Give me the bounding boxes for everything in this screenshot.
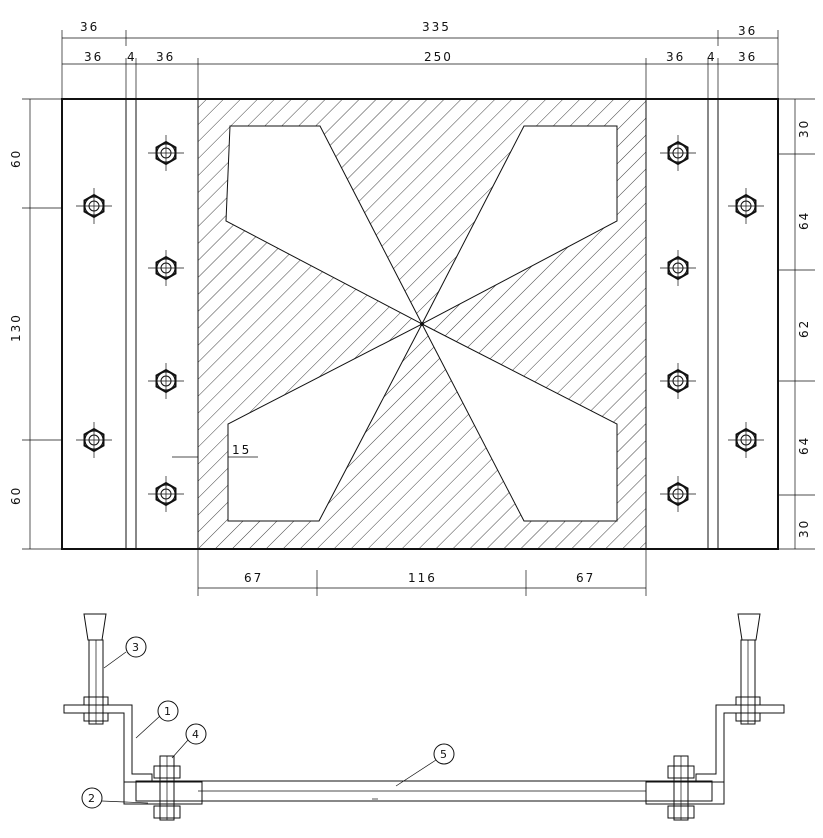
- bolt-icon: [148, 476, 184, 512]
- svg-text:3: 3: [132, 641, 139, 654]
- callout-5: 5: [395, 743, 455, 787]
- dim-bottom-67-right: 67: [576, 571, 595, 585]
- section-view: 1 2 3 4 5: [63, 613, 785, 821]
- bolt-icon: [660, 476, 696, 512]
- top-dimension-row-1: 36 335 36: [61, 20, 779, 99]
- bolt-icon: [76, 188, 112, 224]
- bolt-icon: [148, 363, 184, 399]
- dim-36-c: 36: [666, 50, 685, 64]
- dim-36-d: 36: [738, 50, 757, 64]
- dim-left-60-bottom: 60: [9, 486, 23, 505]
- left-dimensions: 60 130 60: [9, 98, 62, 550]
- dim-right-64-a: 64: [797, 211, 811, 230]
- top-dimension-row-2: 36 4 36 250 36 4 36: [62, 50, 778, 99]
- bolt-icon: [660, 135, 696, 171]
- dim-36-b: 36: [156, 50, 175, 64]
- dim-right-30-bottom: 30: [797, 519, 811, 538]
- dim-4-a: 4: [127, 50, 137, 64]
- dim-36-a: 36: [84, 50, 103, 64]
- dim-4-b: 4: [707, 50, 717, 64]
- dim-bottom-67-left: 67: [244, 571, 263, 585]
- dim-top-335: 335: [422, 20, 451, 34]
- svg-text:5: 5: [440, 748, 447, 761]
- dim-right-64-b: 64: [797, 436, 811, 455]
- dim-right-62: 62: [797, 319, 811, 338]
- callout-2: 2: [81, 787, 149, 809]
- dim-right-30-top: 30: [797, 119, 811, 138]
- svg-text:4: 4: [192, 728, 199, 741]
- bolt-icon: [76, 422, 112, 458]
- bolt-icon: [728, 188, 764, 224]
- bottom-dimensions: 67 116 67: [197, 549, 647, 596]
- callout-3: 3: [103, 636, 147, 669]
- callout-1: 1: [135, 700, 179, 739]
- dim-left-130: 130: [9, 313, 23, 342]
- bolt-icon: [728, 422, 764, 458]
- dim-left-60-top: 60: [9, 149, 23, 168]
- dim-bottom-116: 116: [408, 571, 437, 585]
- dim-250: 250: [424, 50, 453, 64]
- bolt-icon: [148, 250, 184, 286]
- bolt-icon: [148, 135, 184, 171]
- dim-top-right-36: 36: [738, 24, 757, 38]
- bolt-icon: [660, 363, 696, 399]
- dim-top-left-36: 36: [80, 20, 99, 34]
- bolt-group: [76, 135, 764, 512]
- right-dimensions: 30 64 62 64 30: [778, 98, 815, 550]
- svg-text:2: 2: [88, 792, 95, 805]
- callout-4: 4: [171, 723, 207, 759]
- plan-view: 15: [61, 98, 779, 550]
- dim-15: 15: [232, 443, 251, 457]
- svg-text:1: 1: [164, 705, 171, 718]
- bolt-icon: [660, 250, 696, 286]
